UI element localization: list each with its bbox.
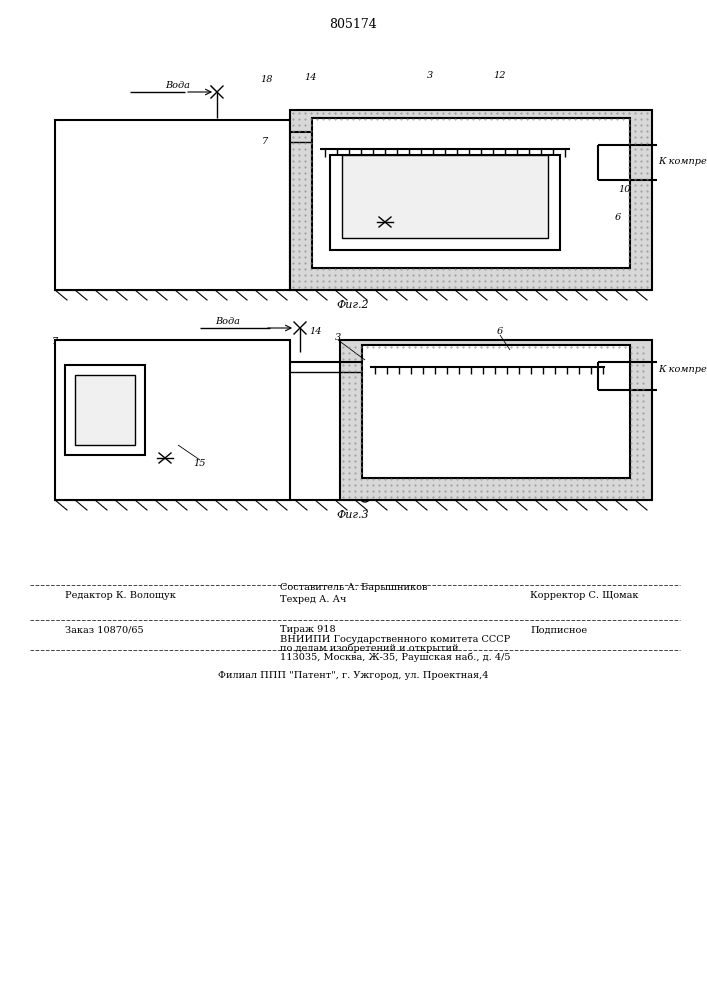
Text: Фиг.2: Фиг.2 xyxy=(337,300,369,310)
Text: 12: 12 xyxy=(493,70,506,80)
Bar xyxy=(340,340,652,500)
Bar xyxy=(290,110,652,290)
Bar xyxy=(330,155,560,250)
Text: 14: 14 xyxy=(310,326,322,336)
Text: Заказ 10870/65: Заказ 10870/65 xyxy=(65,626,144,635)
Text: 7: 7 xyxy=(262,137,268,146)
Bar xyxy=(312,118,630,268)
Text: 113035, Москва, Ж-35, Раушская наб., д. 4/5: 113035, Москва, Ж-35, Раушская наб., д. … xyxy=(280,652,510,662)
Text: по делам изобретений и открытий: по делам изобретений и открытий xyxy=(280,643,459,653)
Text: 10: 10 xyxy=(619,186,631,194)
Text: К компрессору: К компрессору xyxy=(658,157,707,166)
Text: 14: 14 xyxy=(305,74,317,83)
Text: Составитель А. Барышников: Составитель А. Барышников xyxy=(280,584,427,592)
Bar xyxy=(55,120,290,290)
Bar xyxy=(55,340,290,500)
Text: ВНИИПИ Государственного комитета СССР: ВНИИПИ Государственного комитета СССР xyxy=(280,635,510,644)
Text: 805174: 805174 xyxy=(329,18,377,31)
Text: Вода: Вода xyxy=(215,318,240,326)
Text: 18: 18 xyxy=(261,76,273,85)
Text: Редактор К. Волощук: Редактор К. Волощук xyxy=(65,590,176,599)
Text: 3: 3 xyxy=(427,70,433,80)
Bar xyxy=(65,365,145,455)
Bar xyxy=(75,375,135,445)
Text: Тираж 918: Тираж 918 xyxy=(280,626,336,635)
Text: Техред А. Ач: Техред А. Ач xyxy=(280,595,346,604)
Bar xyxy=(342,155,548,238)
Text: Вода: Вода xyxy=(165,82,190,91)
Bar xyxy=(362,345,630,478)
Text: К компрессору: К компрессору xyxy=(658,365,707,374)
Text: Корректор С. Щомак: Корректор С. Щомак xyxy=(530,590,638,599)
Text: 15: 15 xyxy=(194,458,206,468)
Text: 6: 6 xyxy=(497,328,503,336)
Text: Филиал ППП "Патент", г. Ужгород, ул. Проектная,4: Филиал ППП "Патент", г. Ужгород, ул. Про… xyxy=(218,670,489,680)
Text: Подписное: Подписное xyxy=(530,626,587,635)
Text: Фиг.3: Фиг.3 xyxy=(337,510,369,520)
Text: 7: 7 xyxy=(52,338,58,347)
Text: 6: 6 xyxy=(615,214,621,223)
Text: 3: 3 xyxy=(335,332,341,342)
